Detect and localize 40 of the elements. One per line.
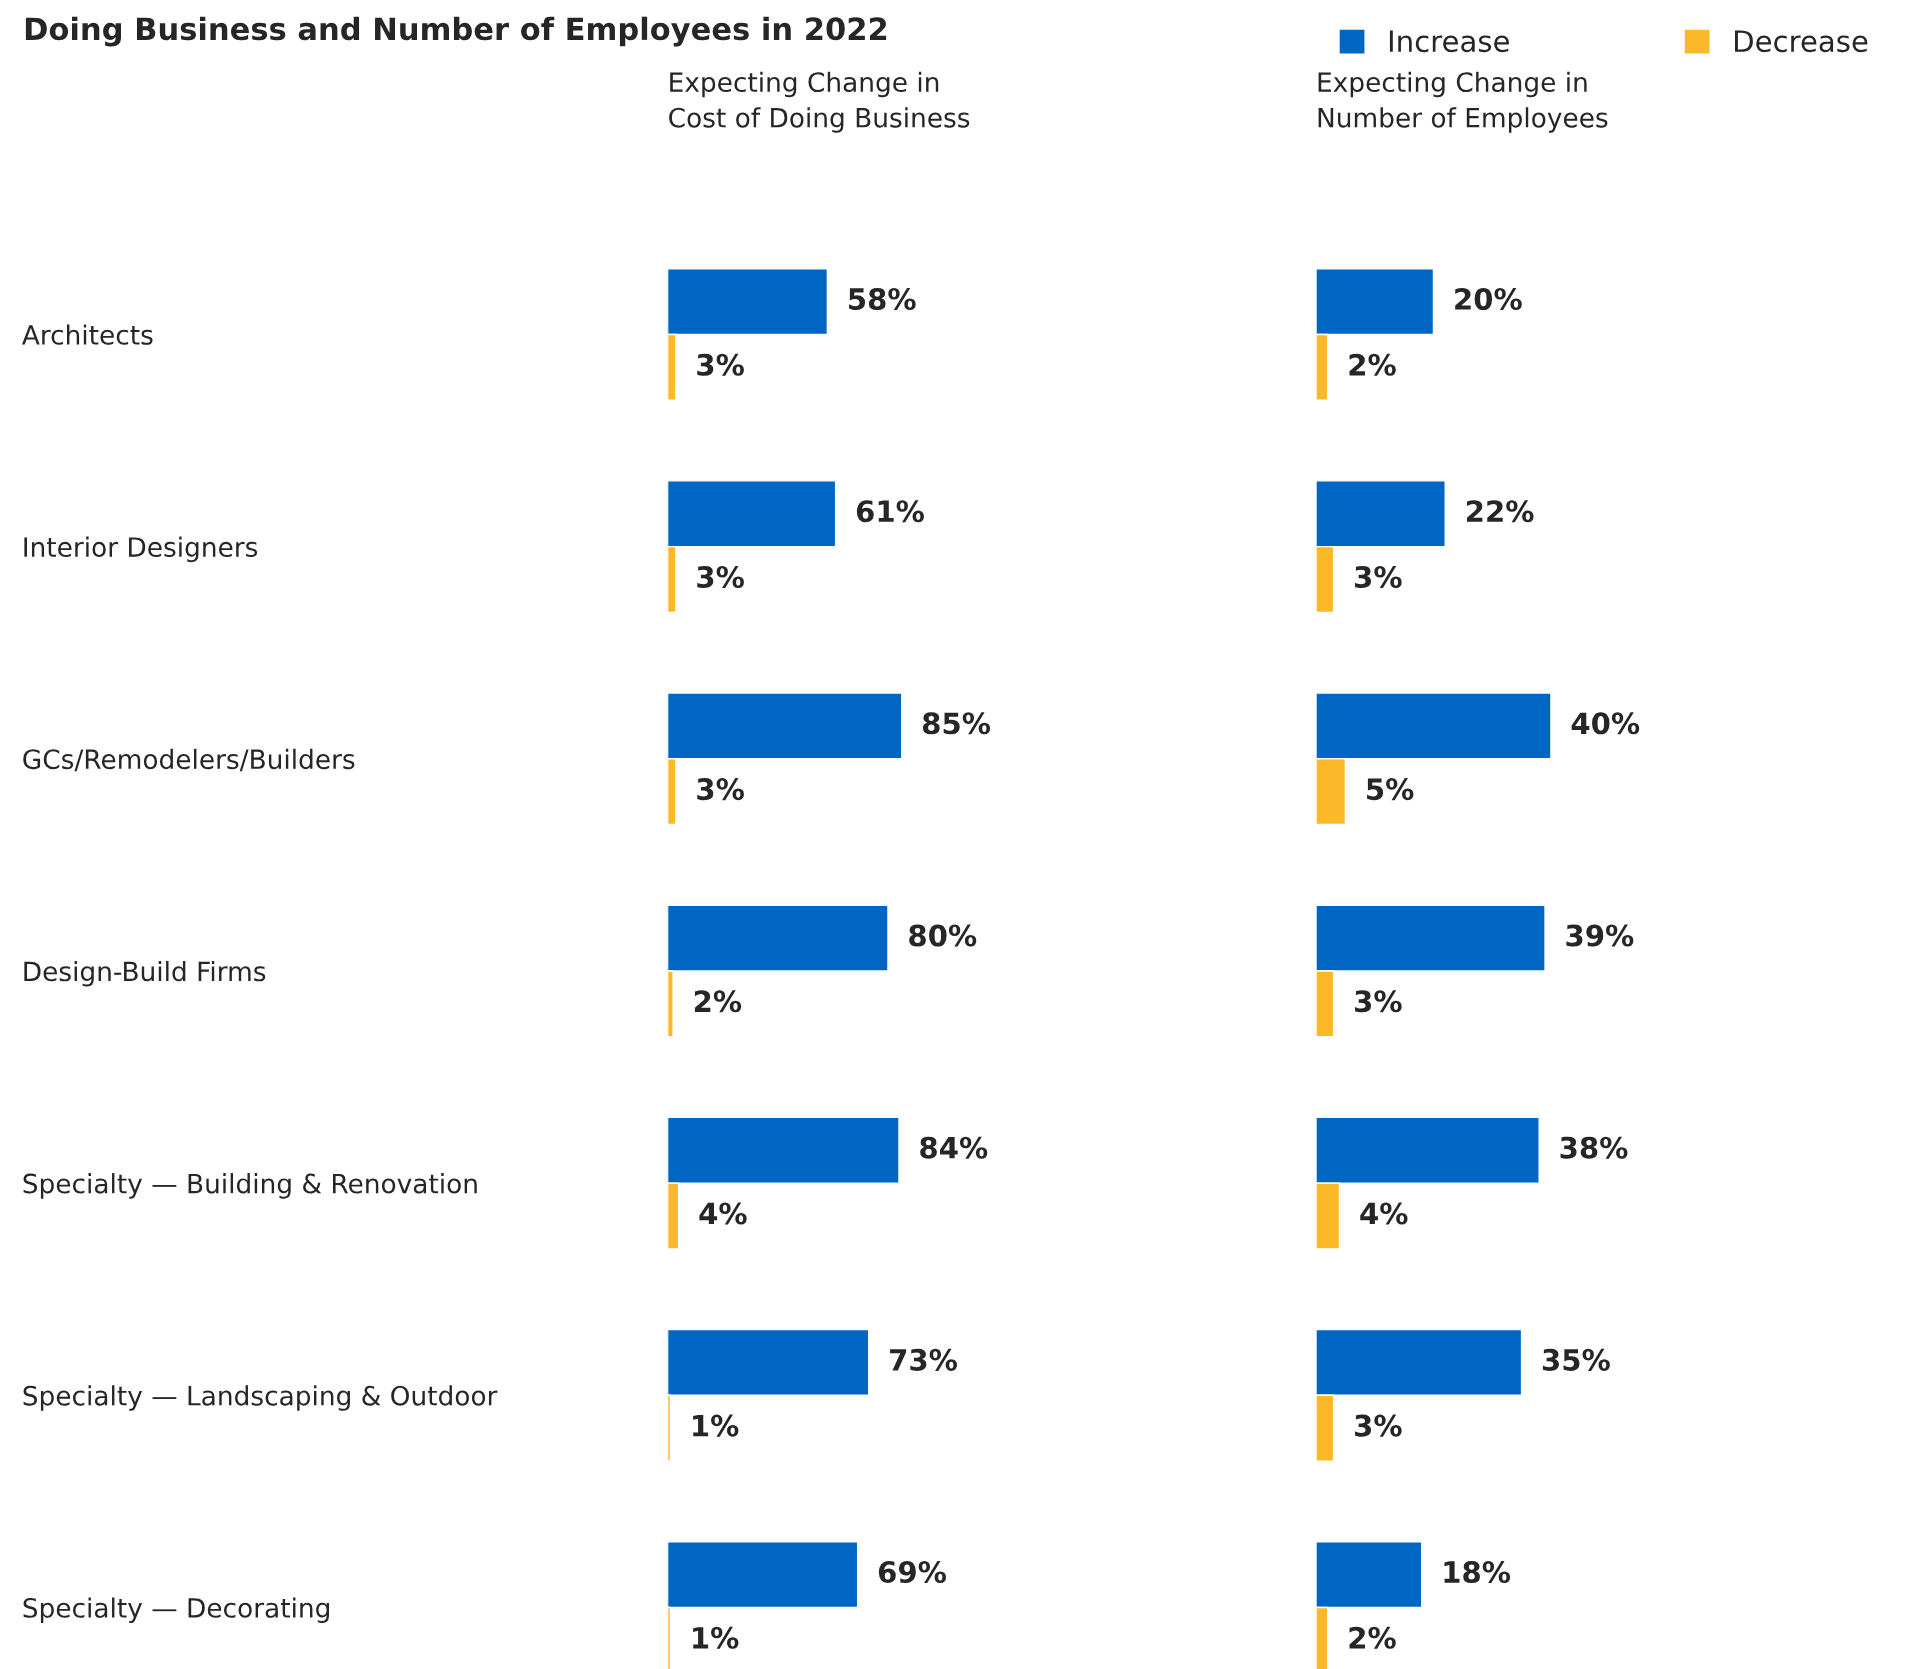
y-tick-label: Interior Designers — [24, 536, 258, 563]
data-label: 80% — [909, 924, 977, 947]
data-label: 39% — [1566, 924, 1634, 947]
data-label: 38% — [1560, 1136, 1628, 1159]
y-tick-label: GCs/Remodelers/Builders — [23, 748, 355, 772]
data-label: 3% — [697, 565, 744, 588]
data-label: 2% — [1349, 353, 1396, 376]
chart-subtitle: Expecting Change in Cost of Doing Business — [669, 71, 970, 133]
data-label: 3% — [1355, 565, 1402, 588]
data-label: 58% — [849, 287, 916, 311]
data-label: 3% — [1355, 1414, 1402, 1437]
data-label: 69% — [878, 1560, 946, 1584]
chart-subtitle: Expecting Change in Number of Employees — [1318, 71, 1608, 133]
data-label: 2% — [1349, 1626, 1396, 1649]
data-label: 5% — [1367, 778, 1414, 801]
data-label: 20% — [1455, 287, 1522, 311]
data-label: 73% — [890, 1348, 957, 1371]
legend-label: Decrease — [1735, 30, 1868, 53]
y-tick-label: Design-Build Firms — [24, 960, 266, 987]
data-label: 3% — [697, 353, 744, 376]
data-label: 1% — [693, 1626, 739, 1649]
y-tick-label: Specialty — Decorating — [23, 1597, 329, 1623]
y-tick-label: Specialty — Landscaping & Outdoor — [23, 1385, 498, 1411]
legend-label: Increase — [1389, 30, 1509, 53]
data-label: 4% — [1360, 1202, 1408, 1225]
data-label: 3% — [1355, 990, 1402, 1013]
chart-title: Doing Business and Number of Employees in 2022 — [25, 16, 887, 47]
data-label: 61% — [856, 500, 924, 523]
data-label: 2% — [694, 990, 742, 1013]
data-label: 85% — [922, 712, 991, 735]
data-label: 35% — [1542, 1348, 1610, 1371]
data-label: 4% — [699, 1202, 747, 1225]
data-label: 22% — [1466, 500, 1534, 523]
data-label: 84% — [920, 1136, 988, 1159]
data-label: 3% — [697, 778, 744, 801]
y-tick-label: Architects — [22, 324, 153, 345]
y-tick-label: Specialty — Building & Renovation — [23, 1173, 477, 1199]
data-label: 40% — [1571, 712, 1640, 735]
data-label: 1% — [693, 1414, 739, 1437]
data-label: 18% — [1444, 1560, 1511, 1584]
